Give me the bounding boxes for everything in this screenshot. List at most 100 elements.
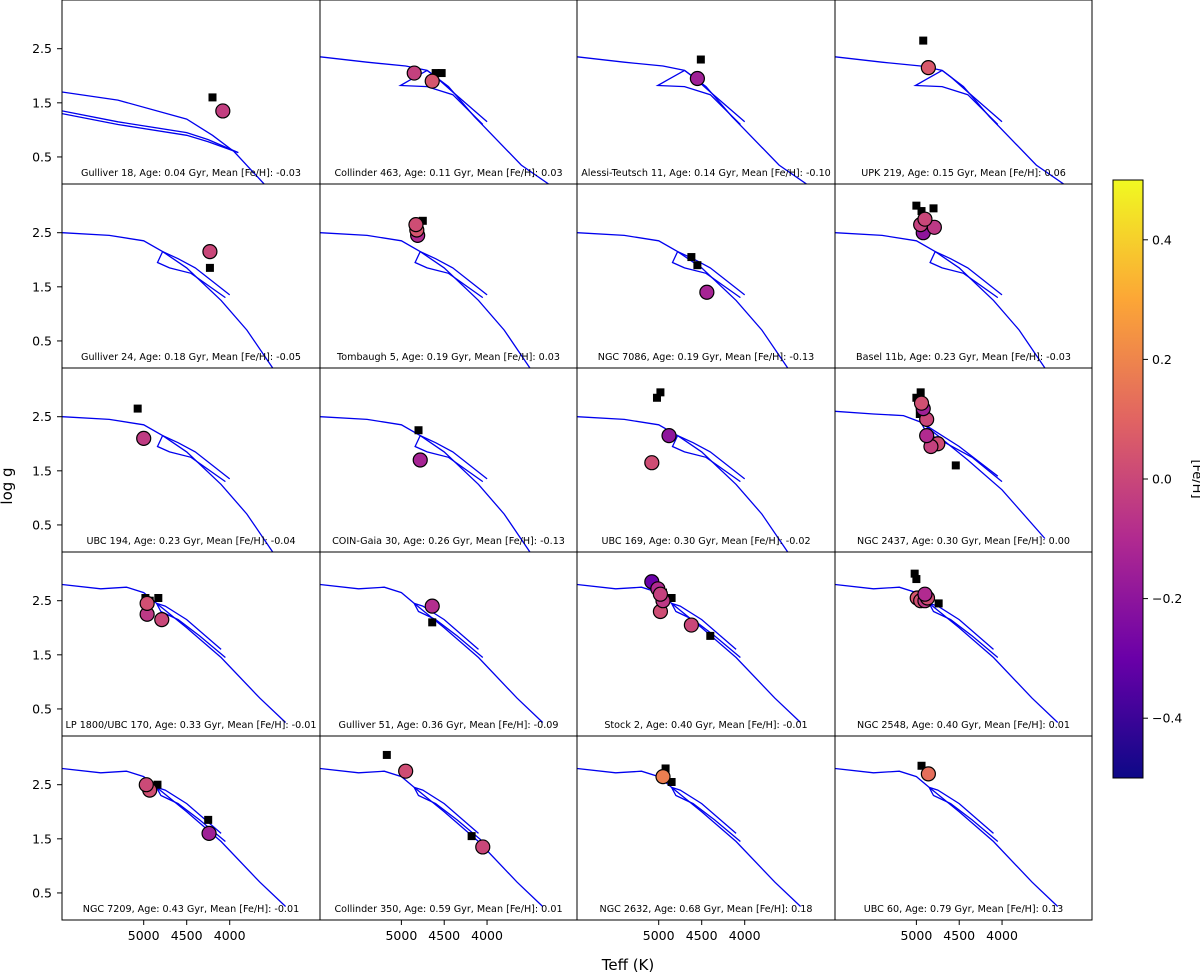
isochrone-line xyxy=(929,602,994,650)
panel: COIN-Gaia 30, Age: 0.26 Gyr, Mean [Fe/H]… xyxy=(319,367,578,553)
panel: UPK 219, Age: 0.15 Gyr, Mean [Fe/H]: 0.0… xyxy=(834,0,1093,185)
panel-frame xyxy=(319,367,578,553)
photometric-star-marker xyxy=(917,207,926,216)
y-tick-label: 2.5 xyxy=(32,593,52,608)
x-tick-label: 4000 xyxy=(471,928,503,943)
panel: Collinder 463, Age: 0.11 Gyr, Mean [Fe/H… xyxy=(319,0,578,185)
photometric-star-marker xyxy=(428,618,437,627)
spectroscopic-star-marker xyxy=(917,211,933,227)
y-tick-label: 1.5 xyxy=(32,647,52,662)
panel: Gulliver 51, Age: 0.36 Gyr, Mean [Fe/H]:… xyxy=(319,551,578,737)
panel-plot-area xyxy=(62,767,287,907)
spectroscopic-star-marker xyxy=(398,763,414,779)
spectroscopic-star-marker xyxy=(412,452,428,468)
panel-title: Gulliver 18, Age: 0.04 Gyr, Mean [Fe/H]:… xyxy=(81,168,301,179)
panel-frame xyxy=(61,551,321,737)
isochrone-line xyxy=(835,767,1059,907)
panel-plot-area xyxy=(577,388,789,552)
colorbar-tick-label: 0.4 xyxy=(1152,232,1172,247)
photometric-star-marker xyxy=(706,631,715,640)
isochrone-line xyxy=(835,232,1046,368)
panel: NGC 7209, Age: 0.43 Gyr, Mean [Fe/H]: -0… xyxy=(61,735,321,921)
colorbar-ticks: 0.4 0.2 0.0 −0.2 −0.4 xyxy=(1143,232,1182,726)
panel: Basel 11b, Age: 0.23 Gyr, Mean [Fe/H]: -… xyxy=(834,183,1093,369)
spectroscopic-star-marker xyxy=(652,586,669,602)
panel-plot-area xyxy=(577,574,802,723)
panel-frame xyxy=(61,735,321,921)
isochrone-line xyxy=(156,602,222,650)
panel-frame xyxy=(576,367,836,553)
isochrone-line xyxy=(835,583,1059,723)
panel-frame xyxy=(834,0,1093,185)
photometric-star-marker xyxy=(951,461,960,470)
photometric-star-marker xyxy=(656,388,665,397)
photometric-star-marker xyxy=(204,815,213,824)
spectroscopic-star-marker xyxy=(215,103,231,119)
panel-title: UBC 194, Age: 0.23 Gyr, Mean [Fe/H]: -0.… xyxy=(86,536,295,547)
panel-title: UPK 219, Age: 0.15 Gyr, Mean [Fe/H]: 0.0… xyxy=(861,168,1066,179)
panel-plot-area xyxy=(62,404,274,552)
x-axis-label: Teff (K) xyxy=(601,956,655,972)
y-tick-label: 1.5 xyxy=(32,95,52,110)
isochrone-line xyxy=(162,251,231,296)
y-tick-label: 2.5 xyxy=(32,409,52,424)
isochrone-line xyxy=(913,69,999,125)
panel-title: Collinder 463, Age: 0.11 Gyr, Mean [Fe/H… xyxy=(334,168,562,179)
isochrone-line xyxy=(62,767,287,907)
spectroscopic-star-marker xyxy=(424,598,440,614)
y-tick-label: 0.5 xyxy=(32,701,52,716)
panel-frame xyxy=(319,183,578,369)
spectroscopic-star-marker xyxy=(406,65,422,81)
isochrone-line xyxy=(413,787,484,842)
y-tick-label: 1.5 xyxy=(32,831,52,846)
spectroscopic-star-marker xyxy=(661,428,677,444)
photometric-star-marker xyxy=(934,599,943,608)
photometric-star-marker xyxy=(661,764,670,773)
isochrone-line xyxy=(162,435,231,480)
photometric-star-marker xyxy=(910,569,919,578)
panel-title: Collinder 350, Age: 0.59 Gyr, Mean [Fe/H… xyxy=(334,904,562,915)
photometric-star-marker xyxy=(917,761,926,770)
panel-frame xyxy=(576,0,836,185)
panel-plot-area xyxy=(835,388,1046,539)
panel-frame xyxy=(319,551,578,737)
photometric-star-marker xyxy=(652,393,661,402)
isochrone-line xyxy=(320,767,544,907)
panel-title: UBC 60, Age: 0.79 Gyr, Mean [Fe/H]: 0.13 xyxy=(864,904,1064,915)
photometric-star-marker xyxy=(208,93,217,102)
isochrone-line xyxy=(62,583,287,723)
isochrone-line xyxy=(419,435,488,480)
isochrone-line xyxy=(320,232,531,368)
panel-title: Tombaugh 5, Age: 0.19 Gyr, Mean [Fe/H]: … xyxy=(336,352,560,363)
isochrone-line xyxy=(671,787,741,842)
spectroscopic-star-marker xyxy=(920,766,936,782)
photometric-star-marker xyxy=(667,778,676,786)
panel: UBC 60, Age: 0.79 Gyr, Mean [Fe/H]: 0.13 xyxy=(834,735,1093,921)
colorbar-tick-label: −0.4 xyxy=(1152,711,1182,726)
photometric-star-marker xyxy=(912,575,921,584)
panel-title: NGC 2437, Age: 0.30 Gyr, Mean [Fe/H]: 0.… xyxy=(857,536,1070,547)
isochrone-line xyxy=(426,69,488,123)
spectroscopic-star-marker xyxy=(689,70,706,87)
spectroscopic-star-marker xyxy=(919,428,935,444)
panel-plot-area xyxy=(835,36,1065,184)
y-tick-label: 0.5 xyxy=(32,333,52,348)
spectroscopic-star-marker xyxy=(154,612,170,628)
isochrone-line xyxy=(835,410,1046,539)
x-tick-label: 5000 xyxy=(643,928,675,943)
panel-frame xyxy=(576,551,836,737)
isochrone-line xyxy=(62,91,265,184)
panel-plot-area xyxy=(835,761,1059,907)
spectroscopic-star-marker xyxy=(917,586,933,602)
panel-frame xyxy=(576,735,836,921)
photometric-star-marker xyxy=(667,594,676,602)
panel-plot-area xyxy=(62,232,274,368)
photometric-star-marker xyxy=(916,388,925,397)
colorbar: 0.4 0.2 0.0 −0.2 −0.4 [Fe/H] xyxy=(1112,179,1200,779)
isochrone-line xyxy=(419,251,488,296)
isochrone-line xyxy=(671,435,741,483)
isochrone-line xyxy=(577,583,802,723)
spectroscopic-star-marker xyxy=(683,617,699,633)
panel-frame xyxy=(61,367,321,553)
x-tick-label: 4500 xyxy=(686,928,718,943)
